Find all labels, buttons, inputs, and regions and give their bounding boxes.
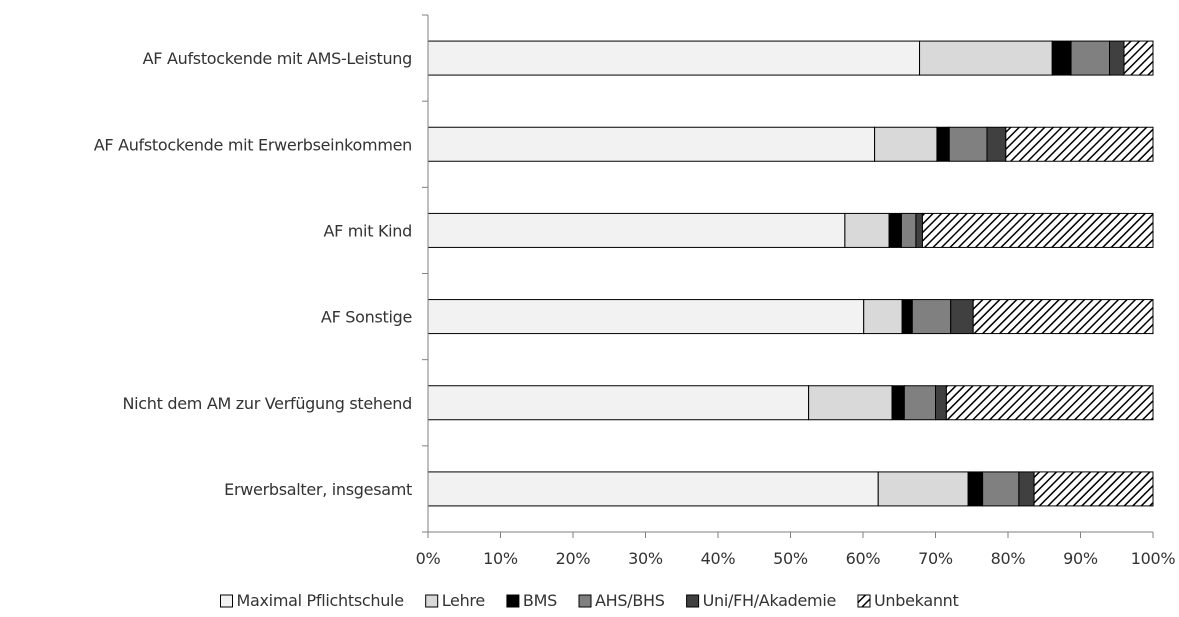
legend-label: Maximal Pflichtschule	[237, 591, 404, 610]
bar-unbekannt-5	[945, 385, 1154, 421]
bar-lehre-3	[844, 212, 890, 248]
legend-item-bms: BMS	[506, 591, 557, 610]
bar-ahs-bhs-6	[982, 471, 1020, 507]
bar-ahs-bhs-5	[903, 385, 937, 421]
category-label: AF Aufstockende mit Erwerbseinkommen	[94, 135, 412, 154]
bar-unbekannt-2	[1005, 126, 1154, 162]
bar-lehre-4	[863, 299, 903, 335]
category-label: Erwerbsalter, insgesamt	[224, 480, 412, 499]
legend-item-lehre: Lehre	[425, 591, 485, 610]
bar-bms-4	[901, 299, 913, 335]
legend-swatch	[220, 594, 233, 608]
bar-maximal-pflichtschule-2	[427, 126, 876, 162]
bar-ahs-bhs-4	[911, 299, 952, 335]
legend-item-uni-fh-akademie: Uni/FH/Akademie	[686, 591, 836, 610]
bar-unbekannt-1	[1123, 40, 1154, 76]
legend-item-unbekannt: Unbekannt	[857, 591, 959, 610]
legend-swatch	[857, 594, 871, 608]
category-label: AF mit Kind	[323, 221, 412, 240]
bar-maximal-pflichtschule-5	[427, 385, 810, 421]
legend-swatch	[425, 594, 439, 608]
x-tick-label: 80%	[991, 549, 1026, 568]
legend-label: Unbekannt	[874, 591, 959, 610]
legend-swatch	[686, 594, 700, 608]
bar-lehre-2	[874, 126, 938, 162]
bar-unbekannt-4	[972, 299, 1154, 335]
bar-uni-fh-akademie-3	[915, 212, 923, 248]
bar-uni-fh-akademie-1	[1109, 40, 1125, 76]
x-tick-label: 0%	[416, 549, 441, 568]
x-tick-label: 100%	[1131, 549, 1176, 568]
x-tick-label: 60%	[846, 549, 881, 568]
legend-swatch	[578, 594, 592, 608]
legend: Maximal Pflichtschule Lehre BMS AHS/BHS Uni/…	[220, 591, 959, 610]
category-label: AF Sonstige	[321, 308, 412, 327]
bar-uni-fh-akademie-5	[935, 385, 947, 421]
bar-lehre-5	[808, 385, 893, 421]
bar-maximal-pflichtschule-1	[427, 40, 921, 76]
x-tick-label: 70%	[918, 549, 953, 568]
bar-unbekannt-6	[1033, 471, 1154, 507]
x-tick-label: 10%	[483, 549, 518, 568]
bar-lehre-6	[877, 471, 969, 507]
bar-ahs-bhs-1	[1070, 40, 1110, 76]
bar-bms-3	[888, 212, 902, 248]
bar-uni-fh-akademie-2	[986, 126, 1007, 162]
legend-label: Uni/FH/Akademie	[703, 591, 836, 610]
axes-layer	[422, 14, 1154, 538]
legend-swatch	[506, 594, 520, 608]
bar-lehre-1	[919, 40, 1053, 76]
legend-label: AHS/BHS	[595, 591, 665, 610]
bar-maximal-pflichtschule-3	[427, 212, 846, 248]
x-tick-label: 20%	[556, 549, 591, 568]
legend-item-ahs-bhs: AHS/BHS	[578, 591, 665, 610]
bar-bms-1	[1051, 40, 1072, 76]
legend-label: Lehre	[442, 591, 485, 610]
bar-unbekannt-3	[921, 212, 1154, 248]
bar-bms-2	[936, 126, 950, 162]
x-tick-label: 30%	[628, 549, 663, 568]
bar-uni-fh-akademie-6	[1018, 471, 1035, 507]
x-tick-label: 40%	[701, 549, 736, 568]
bar-ahs-bhs-3	[900, 212, 917, 248]
category-label: Nicht dem AM zur Verfügung stehend	[122, 394, 412, 413]
bar-ahs-bhs-2	[948, 126, 988, 162]
bar-bms-5	[891, 385, 905, 421]
bar-bms-6	[967, 471, 984, 507]
category-label: AF Aufstockende mit AMS-Leistung	[143, 49, 412, 68]
bars-layer	[427, 40, 1154, 507]
bar-maximal-pflichtschule-6	[427, 471, 879, 507]
labels-layer: AF Aufstockende mit AMS-Leistung AF Aufst…	[94, 49, 1176, 568]
bar-uni-fh-akademie-4	[950, 299, 974, 335]
legend-item-maximal-pflichtschule: Maximal Pflichtschule	[220, 591, 404, 610]
x-tick-label: 90%	[1063, 549, 1098, 568]
bar-maximal-pflichtschule-4	[427, 299, 865, 335]
x-tick-label: 50%	[773, 549, 808, 568]
legend-label: BMS	[523, 591, 557, 610]
